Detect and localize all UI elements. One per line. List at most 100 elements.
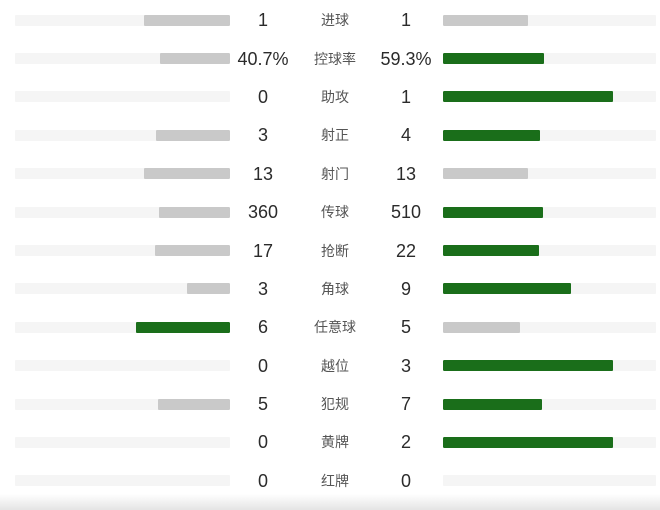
stat-row: 17 抢断 22 (0, 231, 660, 269)
stat-row: 13 射门 13 (0, 155, 660, 193)
away-value: 9 (400, 278, 411, 299)
stat-label: 越位 (321, 357, 349, 374)
home-bar-fill (160, 53, 230, 65)
stat-row: 0 助攻 1 (0, 78, 660, 116)
home-bar-track (15, 168, 230, 180)
stat-row: 360 传球 510 (0, 193, 660, 231)
stat-label: 射门 (321, 165, 349, 182)
home-value: 17 (252, 240, 274, 261)
away-bar-track (443, 206, 656, 218)
bottom-edge-gradient (0, 494, 660, 510)
home-value: 1 (257, 10, 268, 31)
home-bar-fill (158, 398, 230, 410)
away-bar-track (443, 475, 656, 487)
away-value: 0 (400, 470, 411, 491)
home-value: 3 (257, 125, 268, 146)
away-bar-track (443, 129, 656, 141)
away-value: 1 (400, 86, 411, 107)
home-bar-track (15, 283, 230, 295)
away-bar-track (443, 245, 656, 257)
home-bar-fill (144, 168, 230, 180)
home-value: 6 (257, 317, 268, 338)
away-bar-track (443, 360, 656, 372)
home-bar-fill (187, 283, 230, 295)
home-bar-track (15, 53, 230, 65)
stat-label: 任意球 (314, 319, 356, 336)
away-value: 13 (395, 163, 417, 184)
away-bar-fill (443, 245, 539, 257)
away-value: 2 (400, 432, 411, 453)
home-bar-track (15, 91, 230, 103)
away-bar-track (443, 321, 656, 333)
away-bar-fill (443, 436, 613, 448)
home-bar-track (15, 436, 230, 448)
stat-row: 3 射正 4 (0, 116, 660, 154)
stat-label: 抢断 (321, 242, 349, 259)
away-bar-track (443, 53, 656, 65)
away-bar-fill (443, 398, 542, 410)
away-value: 7 (400, 394, 411, 415)
home-value: 3 (257, 278, 268, 299)
stat-row: 1 进球 1 (0, 1, 660, 39)
away-bar-track (443, 283, 656, 295)
stat-label: 助攻 (321, 88, 349, 105)
stat-label: 进球 (321, 12, 349, 29)
away-bar-fill (443, 53, 544, 65)
home-bar-track (15, 129, 230, 141)
away-bar-track (443, 398, 656, 410)
stat-label: 控球率 (314, 50, 356, 67)
home-value: 0 (257, 86, 268, 107)
away-bar-fill (443, 91, 613, 103)
home-bar-track (15, 14, 230, 26)
home-bar-fill (159, 206, 230, 218)
away-value: 3 (400, 355, 411, 376)
stat-row: 6 任意球 5 (0, 308, 660, 346)
stat-row: 0 红牌 0 (0, 462, 660, 500)
away-bar-fill (443, 283, 571, 295)
stat-label: 角球 (321, 280, 349, 297)
away-value: 59.3% (380, 48, 432, 69)
away-bar-track (443, 91, 656, 103)
away-value: 22 (395, 240, 417, 261)
stat-label: 黄牌 (321, 434, 349, 451)
away-value: 510 (390, 202, 422, 223)
stat-row: 0 黄牌 2 (0, 423, 660, 461)
away-bar-fill (443, 360, 613, 372)
home-bar-fill (156, 129, 230, 141)
away-value: 1 (400, 10, 411, 31)
away-bar-fill (443, 206, 543, 218)
away-bar-track (443, 436, 656, 448)
home-value: 0 (257, 432, 268, 453)
home-value: 360 (247, 202, 279, 223)
stat-label: 传球 (321, 204, 349, 221)
stat-row: 0 越位 3 (0, 347, 660, 385)
match-stats-panel: 1 进球 1 40.7% 控球率 59.3% 0 助攻 1 3 射正 4 13 射门 13 360 传球 510 1… (0, 1, 660, 500)
home-value: 5 (257, 394, 268, 415)
away-bar-fill (443, 321, 520, 333)
home-bar-fill (155, 245, 230, 257)
away-value: 5 (400, 317, 411, 338)
home-bar-track (15, 360, 230, 372)
home-bar-track (15, 206, 230, 218)
stat-row: 3 角球 9 (0, 270, 660, 308)
stat-label: 犯规 (321, 396, 349, 413)
home-bar-track (15, 321, 230, 333)
away-bar-fill (443, 14, 528, 26)
stat-label: 射正 (321, 127, 349, 144)
home-value: 0 (257, 355, 268, 376)
away-bar-fill (443, 129, 540, 141)
home-bar-fill (136, 321, 230, 333)
home-bar-track (15, 245, 230, 257)
stat-row: 5 犯规 7 (0, 385, 660, 423)
home-bar-track (15, 398, 230, 410)
home-value: 13 (252, 163, 274, 184)
home-bar-track (15, 475, 230, 487)
home-value: 0 (257, 470, 268, 491)
home-value: 40.7% (237, 48, 289, 69)
away-bar-track (443, 14, 656, 26)
home-bar-fill (144, 14, 230, 26)
away-bar-track (443, 168, 656, 180)
away-bar-fill (443, 168, 528, 180)
stat-label: 红牌 (321, 472, 349, 489)
stat-row: 40.7% 控球率 59.3% (0, 39, 660, 77)
